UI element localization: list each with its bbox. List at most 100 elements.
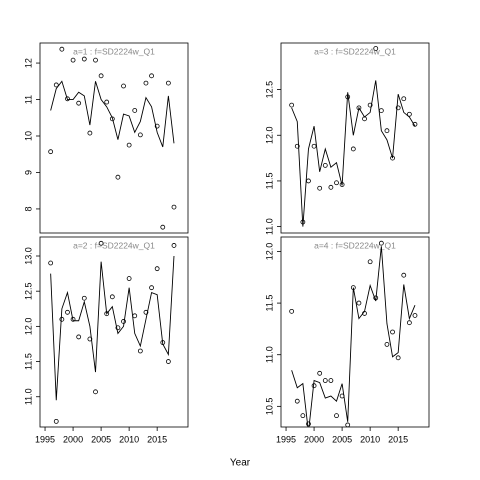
- data-point: [345, 422, 351, 427]
- x-axis-label: Year: [230, 458, 251, 469]
- plot-area: [48, 240, 177, 424]
- x-tick-label: 2000: [63, 434, 83, 444]
- y-tick-label: 12.0: [23, 318, 33, 336]
- data-point: [384, 128, 390, 134]
- y-tick-label: 9: [23, 170, 33, 175]
- panel-frame: [280, 236, 430, 428]
- data-point: [412, 121, 418, 127]
- data-point: [53, 418, 59, 424]
- data-point: [165, 359, 171, 364]
- data-point: [93, 389, 98, 395]
- data-point: [48, 149, 54, 155]
- data-point: [81, 295, 87, 301]
- data-point: [356, 300, 362, 306]
- data-point: [93, 57, 98, 63]
- data-point: [76, 334, 82, 340]
- y-tick-label: 12: [23, 58, 33, 68]
- data-point: [373, 46, 379, 51]
- data-point: [334, 180, 339, 186]
- data-point: [328, 378, 334, 383]
- data-point: [395, 105, 401, 111]
- data-point: [367, 102, 373, 108]
- data-point: [367, 259, 373, 265]
- plot-area: [48, 46, 177, 230]
- data-point: [322, 378, 328, 383]
- data-point: [294, 143, 300, 149]
- y-tick-label: 8: [23, 206, 33, 211]
- x-tick-label: 2005: [332, 434, 352, 444]
- y-tick-label: 11: [23, 95, 33, 104]
- data-point: [115, 174, 121, 180]
- data-point: [384, 341, 390, 347]
- data-point: [149, 285, 154, 291]
- data-point: [81, 56, 87, 62]
- y-tick-label: 12.0: [264, 126, 274, 144]
- data-point: [300, 413, 306, 419]
- panel-frame: [39, 42, 189, 234]
- data-point: [137, 132, 143, 138]
- plot-area: [289, 240, 418, 427]
- panel-frame: [280, 42, 430, 234]
- panel-frame: [39, 236, 189, 428]
- data-point: [328, 184, 334, 190]
- data-point: [121, 83, 126, 89]
- data-point: [65, 309, 70, 315]
- x-tick-label: 2015: [147, 434, 167, 444]
- y-tick-label: 12.0: [264, 243, 274, 261]
- data-point: [87, 130, 93, 136]
- data-point: [59, 316, 65, 322]
- y-tick-label: 11.0: [264, 218, 274, 235]
- panel-title: a=3 : f=SD2224w_Q1: [314, 46, 396, 56]
- data-point: [171, 243, 177, 248]
- data-point: [137, 348, 143, 354]
- x-tick-label: 1995: [35, 434, 55, 444]
- data-point: [294, 398, 300, 404]
- data-point: [98, 73, 104, 79]
- data-point: [104, 99, 110, 105]
- y-tick-label: 11.5: [264, 295, 274, 312]
- panel-title: a=4 : f=SD2224w_Q1: [314, 240, 396, 250]
- data-point: [132, 108, 138, 113]
- panel-title: a=2 : f=SD2224w_Q1: [73, 240, 155, 250]
- data-point: [401, 272, 407, 278]
- plot-area: [289, 46, 418, 227]
- x-tick-label: 2005: [91, 434, 111, 444]
- data-point: [165, 80, 171, 86]
- data-point: [70, 57, 76, 63]
- data-point: [412, 313, 418, 318]
- data-point: [160, 224, 166, 230]
- data-point: [406, 320, 412, 326]
- data-point: [59, 46, 65, 52]
- fitted-line: [291, 80, 416, 227]
- data-point: [350, 146, 356, 152]
- data-point: [401, 96, 407, 102]
- data-point: [76, 100, 82, 106]
- data-point: [126, 276, 132, 281]
- data-point: [390, 329, 395, 335]
- y-tick-label: 11.0: [264, 346, 274, 363]
- data-point: [306, 178, 311, 184]
- fitted-line: [50, 80, 175, 148]
- x-tick-label: 1995: [276, 434, 296, 444]
- data-point: [115, 325, 121, 331]
- data-point: [143, 309, 149, 315]
- data-point: [378, 108, 384, 113]
- data-point: [53, 82, 59, 88]
- y-tick-label: 12.5: [264, 81, 274, 99]
- y-tick-label: 11.5: [23, 353, 33, 370]
- data-point: [154, 123, 160, 129]
- data-point: [306, 421, 311, 427]
- data-point: [70, 316, 76, 322]
- data-point: [143, 80, 149, 86]
- data-point: [48, 260, 54, 266]
- data-point: [121, 319, 126, 324]
- data-point: [132, 313, 138, 319]
- data-point: [289, 308, 295, 314]
- x-tick-label: 2010: [360, 434, 380, 444]
- x-tick-label: 2015: [388, 434, 408, 444]
- y-tick-label: 11.5: [264, 173, 274, 190]
- data-point: [317, 370, 323, 376]
- fitted-line: [50, 255, 175, 401]
- y-tick-label: 12.5: [23, 282, 33, 300]
